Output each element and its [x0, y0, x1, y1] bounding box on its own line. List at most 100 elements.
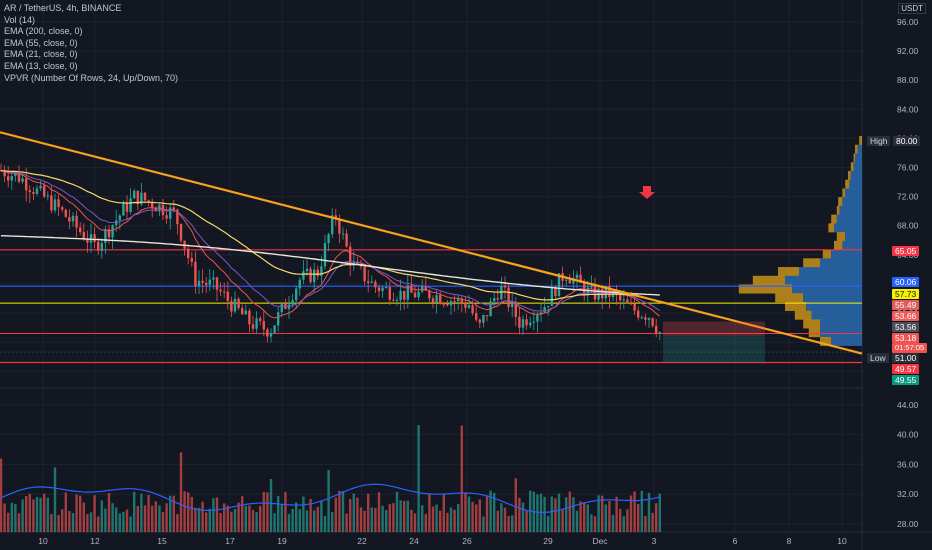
candle-down: [424, 286, 427, 291]
volume-bar: [637, 503, 640, 532]
candle-down: [187, 248, 190, 259]
ema55-line: [0, 170, 660, 303]
time-tick: 3: [652, 536, 657, 546]
volume-bar: [471, 501, 474, 532]
volume-bar: [125, 509, 129, 532]
volume-bar: [57, 515, 60, 532]
price-axis[interactable]: 96.0092.0088.0084.0080.0076.0072.0068.00…: [897, 17, 919, 529]
volume-bar: [475, 504, 478, 532]
candle-down: [633, 303, 636, 311]
candle-down: [147, 200, 150, 202]
legend-vol[interactable]: Vol (14): [4, 14, 36, 25]
volume-bar: [518, 497, 521, 532]
time-tick: 29: [543, 536, 553, 546]
vpvr-bar-down: [850, 162, 854, 172]
candle-up: [493, 298, 496, 302]
price-tick: 72.00: [897, 192, 919, 202]
vpvr-bar-up: [820, 258, 862, 268]
legend-ema55[interactable]: EMA (55, close, 0): [4, 37, 78, 48]
legend-ema200[interactable]: EMA (200, close, 0): [4, 26, 83, 37]
candle-up: [233, 298, 237, 312]
volume-bar: [583, 502, 586, 532]
volume-bar: [478, 499, 481, 532]
symbol-title[interactable]: AR / TetherUS, 4h, BINANCE: [4, 3, 122, 13]
support-green-tag: 49.55: [892, 375, 920, 385]
volume-bar: [485, 496, 489, 532]
candle-up: [212, 277, 215, 280]
volume-bar: [633, 491, 636, 532]
volume-bar: [399, 500, 402, 532]
legend-vpvr[interactable]: VPVR (Number Of Rows, 24, Up/Down, 70): [4, 72, 179, 83]
candle-up: [100, 242, 103, 251]
volume-bar: [356, 497, 359, 532]
volume-bar: [226, 505, 229, 532]
volume-bar: [241, 496, 244, 532]
ema-lines: [0, 170, 661, 319]
candle-down: [629, 303, 633, 305]
volume-bar: [39, 497, 42, 532]
volume-bar: [640, 490, 643, 532]
volume-bar: [46, 497, 49, 532]
candle-up: [89, 234, 93, 243]
volume-bar: [287, 514, 291, 532]
candle-up: [406, 285, 409, 300]
candle-up: [71, 215, 75, 222]
candle-up: [557, 273, 561, 297]
vpvr-bar-up: [845, 232, 862, 242]
volume-bar: [327, 469, 330, 532]
candle-down: [403, 290, 406, 300]
volume-bar: [71, 513, 75, 532]
volume-bar: [345, 513, 348, 532]
high-label: High: [867, 136, 891, 146]
candle-up: [647, 318, 651, 320]
candle-up: [658, 332, 661, 334]
candle-up: [550, 287, 553, 306]
volume-profile: [738, 136, 862, 346]
candle-down: [237, 298, 240, 309]
volume-bar: [273, 513, 276, 532]
candle-down: [219, 289, 222, 292]
candle-up: [435, 295, 438, 303]
vpvr-bar-down: [803, 258, 820, 268]
vpvr-bar-down: [845, 179, 850, 189]
candle-up: [14, 172, 17, 176]
candle-down: [7, 176, 10, 181]
vpvr-bar-down: [803, 319, 820, 329]
candle-down: [165, 215, 168, 219]
candle-up: [385, 287, 388, 289]
candle-up: [532, 321, 535, 323]
legend-ema21[interactable]: EMA (21, close, 0): [4, 49, 78, 60]
currency-label: USDT: [898, 3, 926, 14]
candle-down: [25, 178, 28, 191]
vpvr-bar-down: [853, 153, 855, 163]
price-tick: 88.00: [897, 75, 919, 85]
candle-down: [453, 301, 456, 303]
candle-up: [590, 285, 593, 288]
candle-up: [529, 322, 532, 326]
volume-bar: [61, 509, 64, 532]
vpvr-bar-down: [778, 267, 799, 277]
candle-up: [39, 185, 42, 189]
vpvr-bar-up: [785, 275, 862, 285]
legend-ema13[interactable]: EMA (13, close, 0): [4, 60, 78, 71]
vpvr-bar-up: [820, 328, 862, 338]
candle-down: [349, 246, 352, 266]
candle-down: [201, 280, 204, 283]
candle-up: [280, 303, 283, 313]
time-axis[interactable]: 10 12 15 17 19 22 24 26 29 Dec 3 6 8 10: [38, 536, 847, 546]
candle-down: [82, 232, 85, 240]
time-tick: 15: [157, 536, 167, 546]
candle-up: [21, 178, 24, 182]
time-tick: Dec: [592, 536, 608, 546]
volume-bar: [619, 508, 622, 532]
volume-bar: [169, 495, 172, 532]
candle-down: [266, 329, 269, 337]
candle-up: [208, 279, 211, 285]
volume-bar: [435, 504, 438, 532]
volume-bar: [431, 506, 435, 532]
candle-down: [464, 303, 467, 308]
candle-down: [68, 217, 71, 222]
ema21-line: [0, 170, 661, 312]
volume-bar: [338, 490, 341, 532]
